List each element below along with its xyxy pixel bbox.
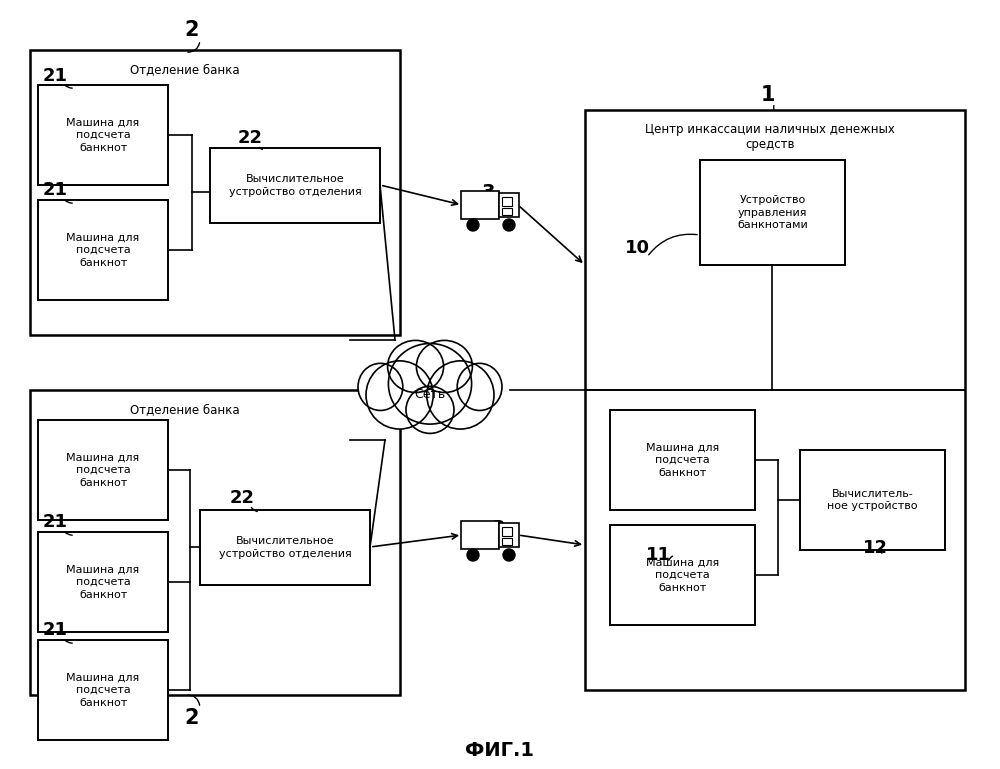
Bar	[38, 532, 168, 632]
Bar	[200, 510, 370, 585]
Text: 3: 3	[491, 518, 505, 538]
Ellipse shape	[366, 361, 433, 429]
Bar	[461, 191, 499, 219]
Text: Машина для
подсчета
банкнот: Машина для подсчета банкнот	[66, 452, 140, 488]
Bar	[502, 527, 512, 536]
Ellipse shape	[388, 344, 472, 424]
Ellipse shape	[388, 341, 444, 392]
Circle shape	[467, 219, 479, 231]
Bar	[38, 420, 168, 520]
Text: ФИГ.1: ФИГ.1	[466, 741, 534, 760]
Bar	[502, 538, 512, 545]
Bar	[502, 208, 512, 215]
Bar	[499, 523, 519, 547]
Text: Машина для
подсчета
банкнот: Машина для подсчета банкнот	[66, 564, 140, 600]
Text: 21: 21	[42, 67, 68, 85]
Text: 12: 12	[862, 539, 888, 557]
Text: Сеть: Сеть	[414, 388, 446, 401]
Text: Отделение банка: Отделение банка	[130, 403, 240, 416]
Bar	[461, 521, 499, 549]
Bar	[700, 160, 845, 265]
Text: Устройство
управления
банкнотами: Устройство управления банкнотами	[737, 195, 808, 230]
Text: Вычислительное
устройство отделения: Вычислительное устройство отделения	[229, 174, 361, 197]
Bar	[585, 110, 965, 690]
Bar	[30, 50, 400, 335]
Text: Вычислительное
устройство отделения: Вычислительное устройство отделения	[219, 536, 351, 559]
Ellipse shape	[416, 341, 472, 392]
Text: 21: 21	[42, 181, 68, 199]
Text: Машина для
подсчета
банкнот: Машина для подсчета банкнот	[66, 232, 140, 268]
Ellipse shape	[457, 363, 502, 411]
Text: Машина для
подсчета
банкнот: Машина для подсчета банкнот	[646, 442, 719, 478]
Text: 2: 2	[185, 20, 199, 40]
Text: 11: 11	[646, 546, 670, 564]
Text: Машина для
подсчета
банкнот: Машина для подсчета банкнот	[66, 672, 140, 707]
Bar	[30, 390, 400, 695]
Text: 21: 21	[42, 621, 68, 639]
Text: 10: 10	[624, 239, 650, 257]
Text: 2: 2	[185, 708, 199, 728]
Text: Отделение банка: Отделение банка	[130, 63, 240, 76]
Text: Машина для
подсчета
банкнот: Машина для подсчета банкнот	[66, 117, 140, 153]
Text: Центр инкассации наличных денежных
средств: Центр инкассации наличных денежных средс…	[645, 123, 895, 151]
Circle shape	[503, 549, 515, 561]
Text: Вычислитель-
ное устройство: Вычислитель- ное устройство	[827, 488, 918, 511]
Circle shape	[503, 219, 515, 231]
Text: Машина для
подсчета
банкнот: Машина для подсчета банкнот	[646, 558, 719, 593]
Ellipse shape	[358, 363, 403, 411]
Ellipse shape	[427, 361, 494, 429]
Bar	[210, 148, 380, 223]
Bar	[38, 200, 168, 300]
Text: 22: 22	[230, 489, 254, 507]
Bar	[38, 640, 168, 740]
Bar	[38, 85, 168, 185]
Bar	[499, 193, 519, 217]
Ellipse shape	[406, 386, 454, 434]
Text: 3: 3	[481, 182, 495, 201]
Bar	[610, 410, 755, 510]
Bar	[800, 450, 945, 550]
Text: 1: 1	[761, 85, 775, 105]
Bar	[610, 525, 755, 625]
Text: 22: 22	[238, 129, 262, 147]
Text: 21: 21	[42, 513, 68, 531]
Bar	[502, 197, 512, 206]
Circle shape	[467, 549, 479, 561]
